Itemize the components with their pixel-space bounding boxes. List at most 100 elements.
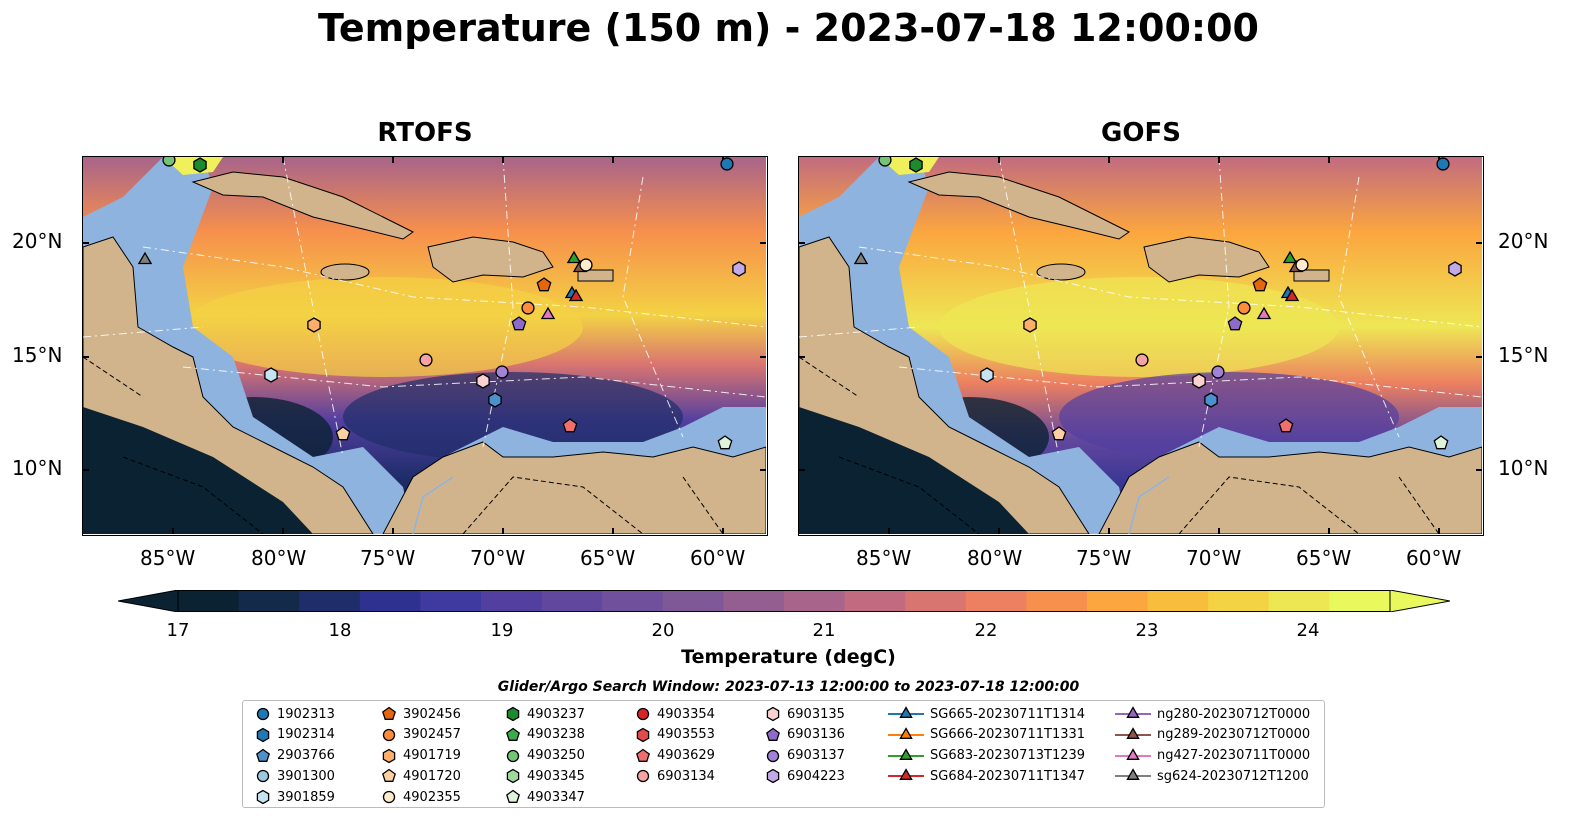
observation-marker <box>137 251 153 265</box>
south-america-land <box>382 441 766 534</box>
legend-marker <box>636 707 650 721</box>
legend-pentagon-icon <box>382 706 396 720</box>
observation-marker <box>476 373 490 389</box>
eez-line <box>998 157 1060 458</box>
legend-label: 4901719 <box>403 748 461 764</box>
legend-label: 1902314 <box>277 727 335 743</box>
observation-marker <box>193 157 207 173</box>
legend-marker <box>256 789 270 805</box>
country-borders <box>83 356 724 534</box>
legend-hexagon-icon <box>506 769 520 784</box>
legend-triangle-icon <box>888 747 924 760</box>
legend-item: 4903553 <box>635 725 715 745</box>
observation-marker <box>540 306 556 320</box>
colorbar-swatch <box>359 590 421 612</box>
legend-pentagon-icon <box>256 748 270 762</box>
legend-item: 6903134 <box>635 766 715 786</box>
colorbar-swatch <box>602 590 664 612</box>
legend-label: ng427-20230711T0000 <box>1157 748 1311 764</box>
legend-item: SG666-20230711T1331 <box>888 725 1085 745</box>
observation-marker <box>1256 306 1272 320</box>
legend-triangle-icon <box>1115 747 1151 760</box>
legend-marker <box>899 747 913 760</box>
colorbar-swatch <box>541 590 603 612</box>
legend-label: 4903250 <box>527 748 585 764</box>
colorbar-swatch <box>178 590 240 612</box>
legend-label: 6904223 <box>787 768 845 784</box>
observation-marker <box>562 418 578 433</box>
legend-item: 4903238 <box>505 725 585 745</box>
legend-label: SG683-20230713T1239 <box>930 748 1086 764</box>
observation-marker <box>568 288 584 302</box>
legend-marker <box>636 748 650 762</box>
colorbar-swatch <box>965 590 1027 612</box>
hispaniola-land <box>427 236 554 283</box>
observation-marker <box>495 365 509 379</box>
colorbar-tick-20: 20 <box>651 620 675 641</box>
legend-marker <box>256 748 270 762</box>
colorbar-swatch <box>1208 590 1270 612</box>
legend-triangle-icon <box>1115 706 1151 718</box>
colorbar-swatch <box>420 590 482 612</box>
legend-triangle-icon <box>1115 726 1151 739</box>
colorbar-extend-high <box>1389 590 1450 612</box>
legend-item: ng427-20230711T0000 <box>1115 746 1310 766</box>
legend-label: 6903135 <box>787 706 845 722</box>
legend-marker <box>1126 706 1140 718</box>
lon-label-70w: 70°W <box>470 546 526 570</box>
lon-label-70w-right: 70°W <box>1186 546 1242 570</box>
observation-marker <box>1227 316 1243 331</box>
lon-label-60w: 60°W <box>690 546 746 570</box>
colorbar-tick-22: 22 <box>974 620 998 641</box>
warm-core-region <box>183 277 583 377</box>
legend-pentagon-icon <box>636 748 650 762</box>
eez-line <box>1198 157 1230 448</box>
border-line <box>1398 476 1440 534</box>
legend-marker <box>506 706 520 722</box>
legend-label: sg624-20230712T1200 <box>1157 768 1309 784</box>
map-rtofs <box>82 156 768 536</box>
legend-item: sg624-20230712T1200 <box>1115 766 1309 786</box>
lon-label-85w-right: 85°W <box>856 546 912 570</box>
legend-circle-icon <box>256 770 270 783</box>
legend-item: 4901720 <box>381 766 461 786</box>
observation-marker <box>511 316 527 331</box>
legend-circle-icon <box>506 749 520 762</box>
legend-label: 2903766 <box>277 748 335 764</box>
colorbar-swatch <box>905 590 967 612</box>
border-line <box>462 476 644 534</box>
lon-label-75w-right: 75°W <box>1076 546 1132 570</box>
pacific-ocean <box>83 407 313 534</box>
legend-item: 4903629 <box>635 746 715 766</box>
observation-marker <box>1204 392 1218 408</box>
legend-label: 4903347 <box>527 789 585 805</box>
legend-item: 6903135 <box>765 704 845 724</box>
legend-item: 6903137 <box>765 746 845 766</box>
puerto-rico-land <box>577 269 614 282</box>
observation-marker <box>1278 418 1294 433</box>
legend-marker <box>899 768 913 781</box>
legend-label: 6903134 <box>657 768 715 784</box>
legend-marker <box>766 749 780 762</box>
legend-marker <box>256 707 270 721</box>
legend-label: SG665-20230711T1314 <box>930 706 1086 722</box>
legend-item: 3901300 <box>255 766 335 786</box>
legend-label: 4902355 <box>403 789 461 805</box>
legend-item: ng289-20230712T0000 <box>1115 725 1310 745</box>
colorbar-swatch <box>1329 590 1391 612</box>
legend-label: 3902457 <box>403 727 461 743</box>
legend-hexagon-icon <box>766 769 780 784</box>
legend-label: 4903354 <box>657 706 715 722</box>
lat-label-20n: 20°N <box>12 229 63 253</box>
legend-circle-icon <box>636 770 650 783</box>
observation-marker <box>264 367 278 383</box>
legend-label: 4903238 <box>527 727 585 743</box>
legend-marker <box>382 728 396 741</box>
map-gofs <box>798 156 1484 536</box>
colorbar-tick-23: 23 <box>1135 620 1159 641</box>
legend-item: 3902456 <box>381 704 461 724</box>
colorbar-swatch <box>723 590 785 612</box>
cool-region <box>343 372 683 462</box>
colorbar-tick-18: 18 <box>328 620 352 641</box>
lon-label-65w-right: 65°W <box>1296 546 1352 570</box>
